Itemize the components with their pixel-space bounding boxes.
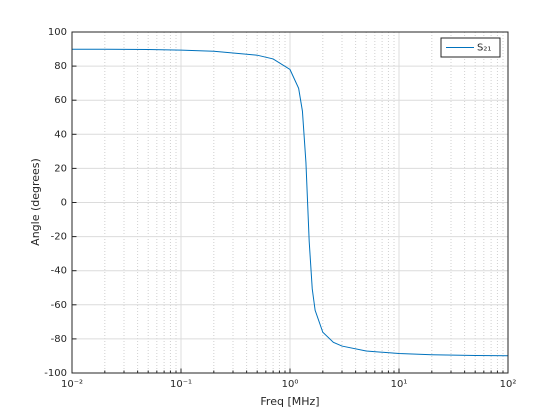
y-tick-label: 20 — [54, 163, 67, 174]
x-tick-label: 10¹ — [391, 379, 408, 390]
series-line — [72, 48, 509, 357]
x-tick-label: 10² — [500, 379, 517, 390]
x-axis-label: Freq [MHz] — [260, 395, 319, 408]
legend-label: S₂₁ — [477, 43, 491, 54]
y-tick-label: 60 — [54, 95, 67, 106]
axes-box — [71, 31, 509, 374]
y-tick-label: -100 — [44, 368, 67, 379]
x-tick-label: 10⁻¹ — [170, 379, 192, 390]
y-tick-label: -60 — [51, 300, 67, 311]
y-tick-label: 0 — [61, 198, 67, 209]
y-tick-label: 80 — [54, 61, 67, 72]
y-tick-label: -80 — [51, 334, 67, 345]
y-tick-label: 100 — [48, 27, 67, 38]
x-tick-label: 10⁰ — [282, 379, 299, 390]
plot-layer — [72, 48, 509, 357]
y-tick-label: -40 — [51, 266, 67, 277]
y-tick-label: -20 — [51, 232, 67, 243]
y-tick-label: 40 — [54, 129, 67, 140]
y-axis-label: Angle (degrees) — [29, 158, 42, 246]
x-tick-label: 10⁻² — [61, 379, 83, 390]
